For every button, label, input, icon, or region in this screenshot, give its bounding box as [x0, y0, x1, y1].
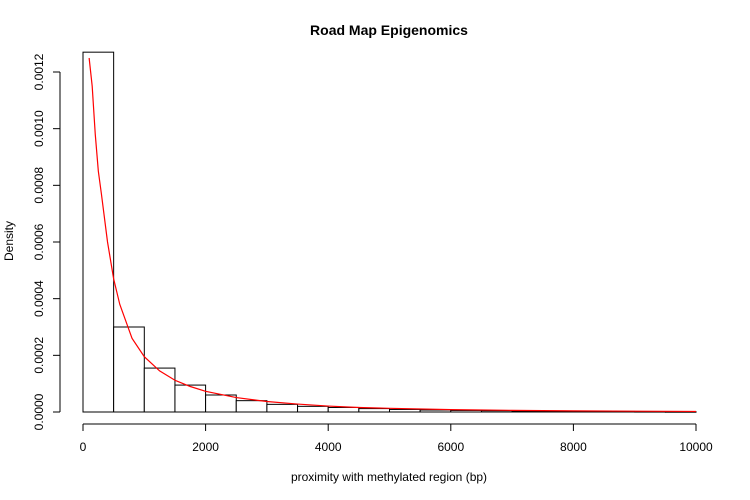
histogram-bar — [450, 409, 482, 413]
x-tick-label: 8000 — [560, 440, 587, 454]
y-tick-label: 0.0000 — [32, 393, 46, 430]
histogram-bar — [82, 51, 115, 413]
histogram-bar — [327, 406, 360, 413]
histogram-bar — [174, 384, 207, 413]
histogram-bars — [82, 51, 697, 413]
histogram-bar — [205, 394, 237, 413]
histogram-bar — [143, 367, 176, 413]
y-tick-label: 0.0012 — [32, 53, 46, 90]
x-tick-label: 4000 — [315, 440, 342, 454]
chart-title: Road Map Epigenomics — [310, 22, 468, 38]
histogram-bar — [419, 409, 452, 413]
x-axis-label: proximity with methylated region (bp) — [291, 470, 487, 484]
y-tick-label: 0.0008 — [32, 167, 46, 204]
y-tick-label: 0.0002 — [32, 337, 46, 374]
histogram-bar — [358, 408, 391, 413]
y-tick-label: 0.0004 — [32, 280, 46, 317]
histogram-bar — [480, 410, 513, 413]
x-tick-label: 0 — [80, 440, 87, 454]
y-axis: 0.0000 0.0002 0.0004 0.0006 0.0008 0.0010 0.00… — [32, 53, 61, 430]
histogram-bar — [235, 400, 268, 413]
y-tick-label: 0.0010 — [32, 110, 46, 147]
histogram-bar — [113, 326, 145, 413]
x-tick-label: 6000 — [437, 440, 464, 454]
histogram-bar — [266, 403, 299, 413]
histogram-bar — [389, 408, 421, 413]
fitted-density-curve — [88, 57, 697, 413]
histogram-bar — [297, 405, 329, 413]
y-tick-label: 0.0006 — [32, 223, 46, 260]
x-tick-label: 10000 — [679, 440, 713, 454]
y-axis-label: Density — [2, 221, 16, 261]
x-axis: 0 2000 4000 6000 8000 10000 — [80, 423, 713, 454]
x-tick-label: 2000 — [192, 440, 219, 454]
